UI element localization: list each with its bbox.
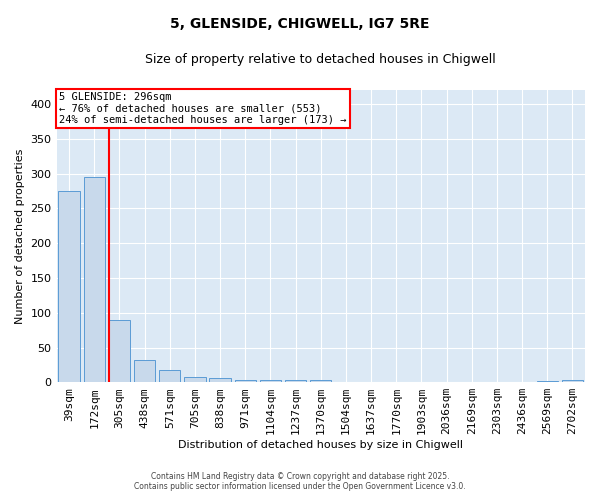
Bar bbox=[109, 320, 130, 382]
Bar bbox=[260, 380, 281, 382]
Bar bbox=[562, 380, 583, 382]
Bar bbox=[83, 177, 105, 382]
Bar bbox=[209, 378, 231, 382]
Bar bbox=[134, 360, 155, 382]
Title: Size of property relative to detached houses in Chigwell: Size of property relative to detached ho… bbox=[145, 52, 496, 66]
Bar bbox=[184, 377, 206, 382]
Bar bbox=[159, 370, 181, 382]
Text: 5 GLENSIDE: 296sqm
← 76% of detached houses are smaller (553)
24% of semi-detach: 5 GLENSIDE: 296sqm ← 76% of detached hou… bbox=[59, 92, 347, 125]
Bar bbox=[285, 380, 307, 382]
Bar bbox=[58, 191, 80, 382]
Y-axis label: Number of detached properties: Number of detached properties bbox=[15, 148, 25, 324]
Text: Contains HM Land Registry data © Crown copyright and database right 2025.
Contai: Contains HM Land Registry data © Crown c… bbox=[134, 472, 466, 491]
Bar bbox=[310, 380, 331, 382]
Bar bbox=[235, 380, 256, 382]
Bar bbox=[536, 381, 558, 382]
X-axis label: Distribution of detached houses by size in Chigwell: Distribution of detached houses by size … bbox=[178, 440, 463, 450]
Text: 5, GLENSIDE, CHIGWELL, IG7 5RE: 5, GLENSIDE, CHIGWELL, IG7 5RE bbox=[170, 18, 430, 32]
